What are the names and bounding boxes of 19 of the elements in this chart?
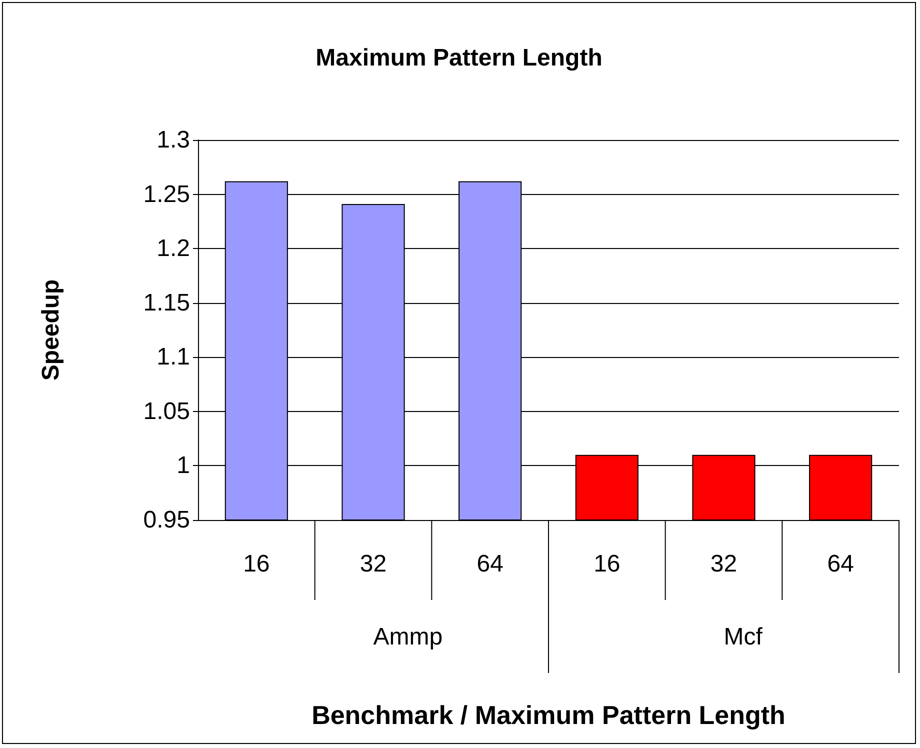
x-tick-label: 16: [243, 550, 270, 578]
y-tick-label: 1.1: [156, 344, 190, 371]
x-tick-label: 32: [360, 550, 387, 578]
chart-title: Maximum Pattern Length: [316, 44, 602, 72]
x-tick-label: 16: [594, 550, 620, 578]
x-tick-label: 64: [476, 550, 504, 578]
x-tick-label: 64: [827, 550, 854, 578]
y-tick-label: 1.05: [143, 398, 190, 425]
y-axis-title: Speedup: [38, 279, 64, 381]
y-tick-label: 1.3: [156, 126, 190, 154]
y-tick-label: 1: [176, 452, 190, 480]
text: Ammp: [373, 624, 443, 650]
y-tick-label: 1.25: [143, 180, 190, 208]
text: Mcf: [724, 624, 763, 650]
y-tick-label: 1.2: [156, 235, 190, 262]
y-tick-label: 0.95: [143, 506, 190, 534]
x-axis-title: Benchmark / Maximum Pattern Length: [312, 700, 786, 730]
x-tick-label: 32: [710, 550, 738, 578]
y-tick-label: 1.15: [143, 289, 190, 316]
